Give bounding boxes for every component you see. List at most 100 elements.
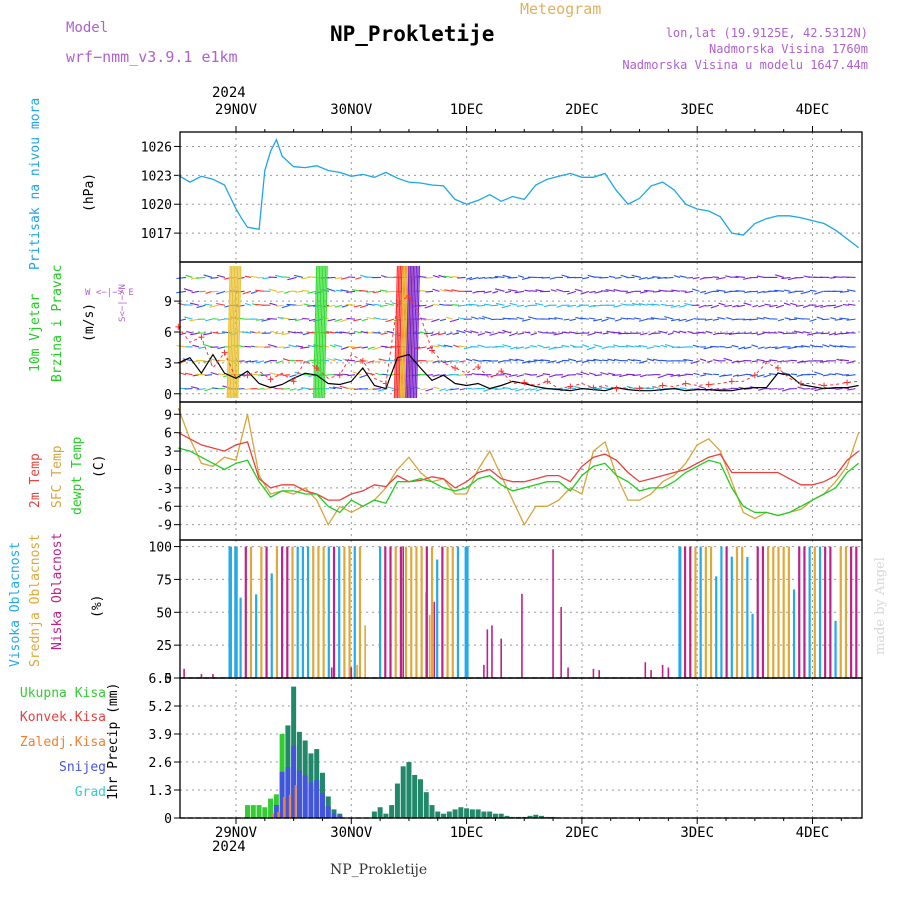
- precip-bar: [389, 805, 395, 818]
- wind-barb: [601, 359, 609, 362]
- wind-ylabel-1: 10m Vjetar: [28, 293, 43, 372]
- cloud-bar-low: [212, 674, 214, 678]
- wind-barb: [842, 304, 850, 306]
- wind-barb: [478, 276, 486, 280]
- wind-barb: [494, 388, 505, 391]
- wind-barb: [443, 275, 453, 278]
- wind-barb: [289, 359, 297, 362]
- y-tick-label: 9: [164, 295, 172, 310]
- cloud-bar-high: [464, 546, 469, 678]
- wind-barb: [743, 388, 752, 390]
- wind-barb: [280, 388, 291, 390]
- wind-barb: [458, 345, 466, 348]
- wind-barb: [684, 303, 694, 306]
- wind-barb: [634, 345, 642, 348]
- wind-barb: [314, 265, 319, 399]
- wind-barb: [268, 288, 278, 292]
- wind-barb: [541, 276, 551, 279]
- wind-barb: [783, 302, 791, 306]
- wind-barb: [327, 318, 336, 322]
- wind-barb: [710, 304, 720, 309]
- wind-barb: [411, 265, 416, 399]
- wind-barb: [348, 345, 356, 348]
- wind-barb: [333, 358, 343, 362]
- wind-barb: [433, 360, 440, 363]
- wind-barb: [341, 276, 349, 280]
- wind-barb: [800, 345, 811, 348]
- wind-barb: [763, 316, 772, 320]
- wind-barb: [814, 290, 824, 295]
- wind-barb: [433, 386, 440, 390]
- wind-barb: [846, 360, 856, 364]
- wind-barb: [333, 344, 343, 348]
- wind-gust-marker: [705, 381, 712, 388]
- wind-barb: [664, 316, 674, 320]
- wind-barb: [736, 374, 746, 377]
- wind-barb: [710, 345, 720, 348]
- wind-barb: [423, 318, 434, 321]
- date-label-top: 4DEC: [796, 102, 830, 118]
- wind-barb: [683, 358, 694, 362]
- date-label-top: 3DEC: [680, 102, 714, 118]
- wind-barb: [670, 374, 681, 377]
- wind-barb: [587, 332, 596, 336]
- wind-barb: [176, 290, 187, 294]
- wind-barb: [288, 318, 297, 321]
- wind-barb: [196, 388, 206, 391]
- wind-barb: [379, 289, 388, 292]
- wind-barb: [847, 388, 856, 391]
- wind-barb: [502, 274, 512, 278]
- wind-barb: [517, 332, 525, 335]
- wind-barb: [830, 317, 837, 320]
- wind-barb: [502, 386, 512, 390]
- wind-barb: [205, 318, 213, 322]
- wind-barb: [530, 332, 538, 336]
- wind-barb: [588, 304, 596, 308]
- wind-barb: [771, 346, 778, 349]
- wind-barb: [794, 345, 804, 348]
- wind-barb: [470, 316, 479, 320]
- wind-barb: [537, 344, 544, 348]
- wind-barb: [836, 358, 843, 362]
- precip-bar: [377, 807, 383, 818]
- wind-barb: [477, 344, 486, 348]
- wind-barb: [593, 344, 603, 348]
- wind-barb: [380, 345, 388, 348]
- cloud-ylabel-high: Visoka Oblacnost: [8, 541, 23, 667]
- wind-barb: [586, 346, 596, 351]
- wind-barb: [302, 332, 310, 336]
- wind-gust-marker: [797, 380, 804, 387]
- cloud-bar: [844, 546, 848, 678]
- wind-barb: [424, 304, 434, 309]
- wind-ylabel-2: Brzina i Pravac: [50, 264, 65, 382]
- y-tick-label: -3: [156, 482, 172, 497]
- wind-barb: [348, 276, 356, 278]
- wind-barb: [774, 274, 785, 278]
- wind-barb: [274, 346, 284, 349]
- wind-barb: [430, 332, 440, 337]
- wind-barb: [738, 346, 746, 350]
- wind-gust-marker: [751, 372, 758, 379]
- wind-barb: [646, 358, 655, 362]
- wind-barb: [437, 332, 447, 336]
- wind-barb: [638, 303, 648, 306]
- wind-barb: [346, 290, 356, 294]
- wind-barb: [300, 346, 310, 349]
- wind-unit: (m/s): [82, 302, 97, 342]
- wind-barb: [530, 345, 538, 348]
- cloud-bar: [249, 546, 253, 678]
- wind-barb: [326, 288, 336, 292]
- wind-barb: [735, 290, 746, 292]
- wind-gust-marker: [774, 365, 781, 372]
- wind-barb: [393, 265, 399, 399]
- precip-ylabel: 1hr Precip (mm): [106, 682, 121, 800]
- wind-barb: [334, 304, 343, 308]
- precip-legend-conv: Konvek.Kisa: [19, 710, 106, 725]
- precip-bar: [464, 808, 470, 818]
- wind-barb: [308, 318, 317, 322]
- cloud-bar: [384, 546, 387, 678]
- temp-ylabel-1: 2m Temp: [28, 453, 43, 508]
- wind-barb: [354, 330, 362, 334]
- precip-bar-snow: [273, 804, 279, 818]
- wind-barb: [677, 374, 687, 377]
